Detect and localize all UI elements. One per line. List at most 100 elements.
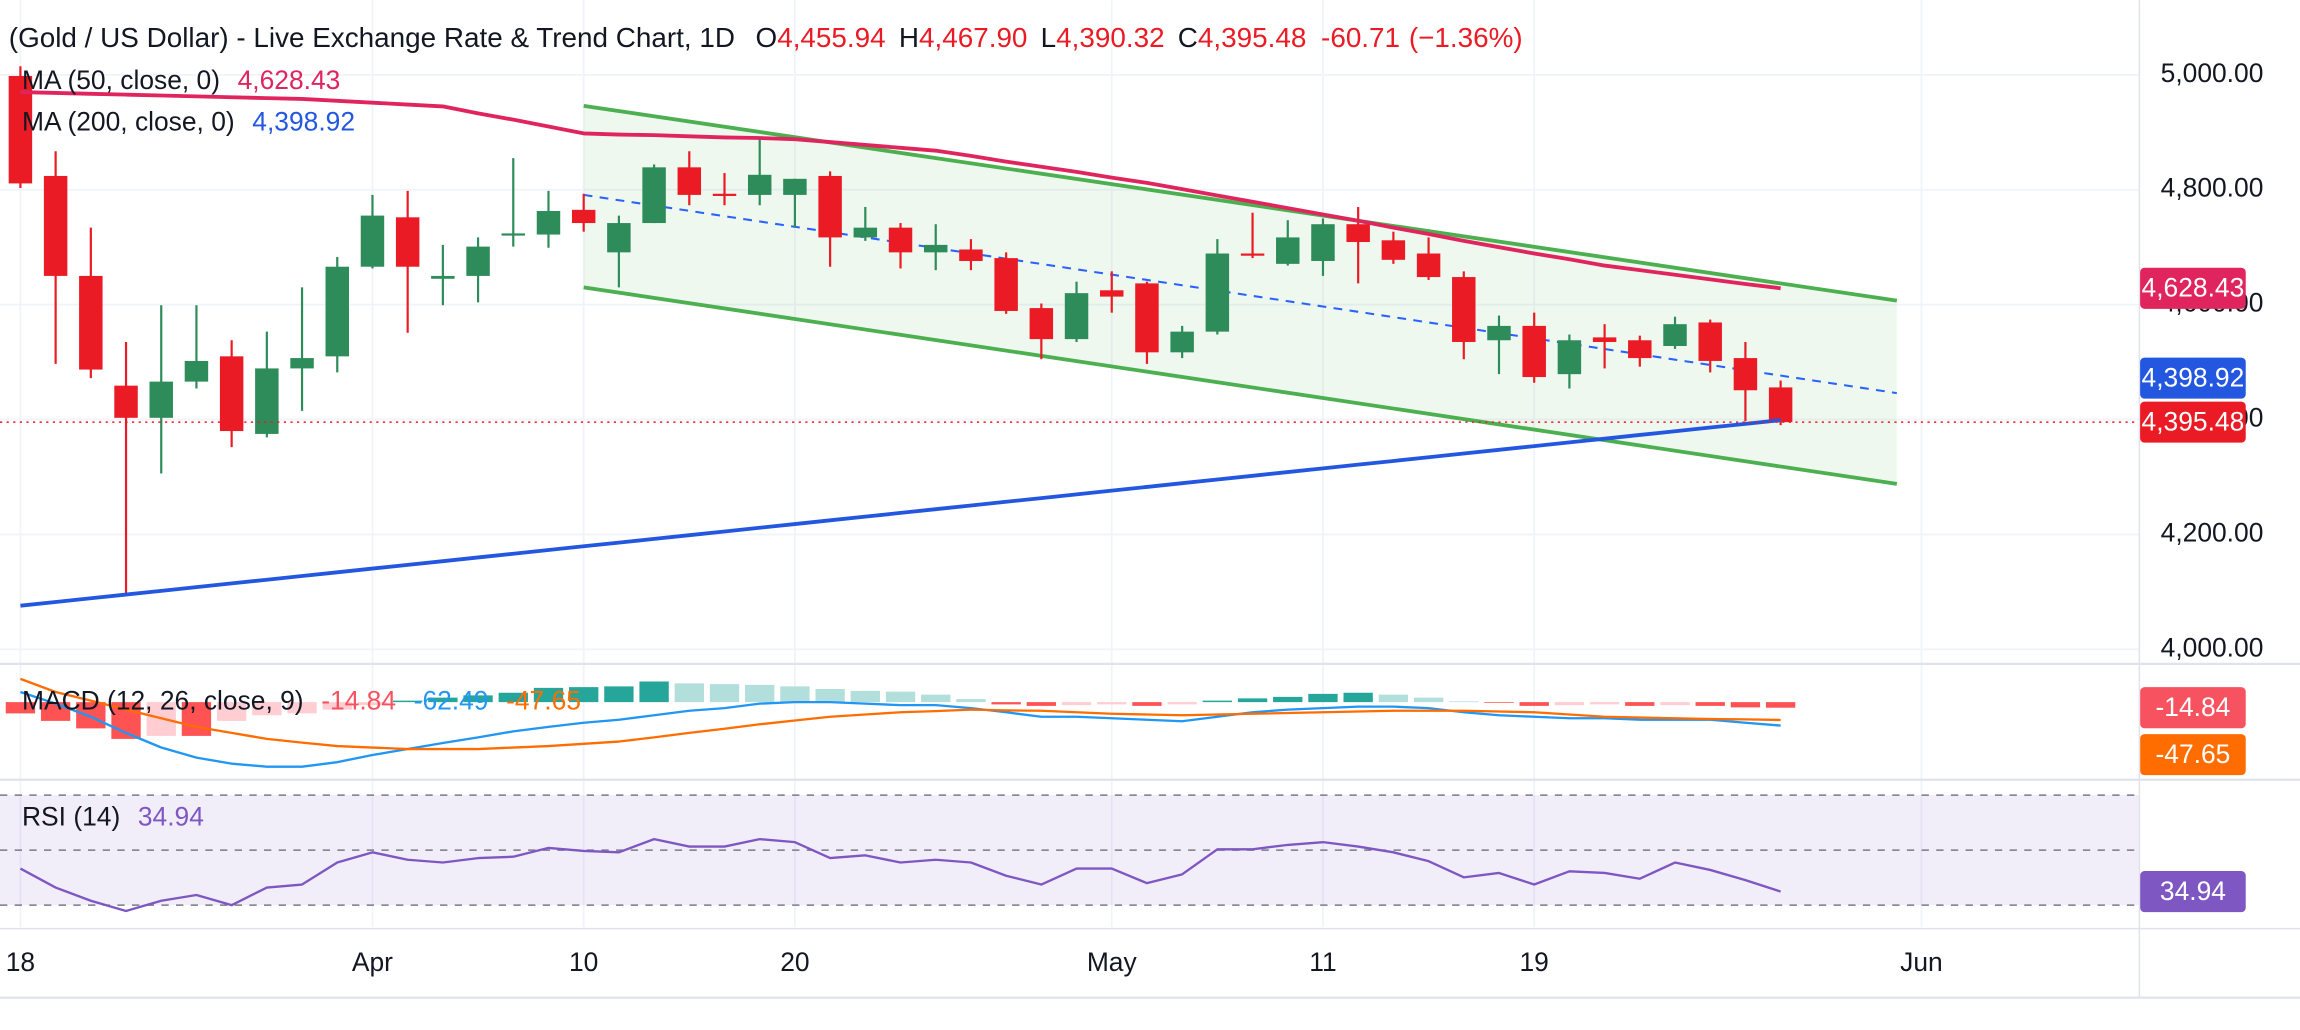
candle-body bbox=[8, 75, 33, 184]
candle-body bbox=[783, 178, 807, 195]
macd-histogram-bar bbox=[1589, 702, 1620, 705]
ohlc-value: 4,467.90 bbox=[919, 22, 1027, 53]
change-pct: (−1.36%) bbox=[1409, 22, 1523, 53]
macd-histogram-bar bbox=[533, 687, 564, 703]
candle-body bbox=[853, 227, 878, 238]
macd-histogram-bar bbox=[428, 697, 458, 703]
macd-histogram-bar bbox=[216, 702, 247, 721]
candle-body bbox=[1416, 253, 1441, 278]
macd-histogram-bar bbox=[1237, 698, 1268, 703]
macd-histogram-bar bbox=[1554, 702, 1585, 706]
candle-body bbox=[1628, 340, 1652, 359]
ohlc-key: H bbox=[899, 22, 919, 53]
candle-body bbox=[114, 385, 138, 418]
macd-box-text: -47.65 bbox=[2155, 739, 2230, 769]
moving-average bbox=[20, 90, 1781, 291]
price-pane bbox=[0, 66, 2139, 608]
candle-body bbox=[1452, 277, 1476, 342]
channel-middle bbox=[583, 193, 1897, 395]
macd-histogram-bar bbox=[463, 695, 493, 703]
macd-histogram-bar bbox=[991, 702, 1021, 705]
rsi-band bbox=[0, 795, 2139, 906]
candle-body bbox=[1522, 325, 1546, 378]
candle-body bbox=[1029, 308, 1054, 340]
chart-title: (Gold / US Dollar) - Live Exchange Rate … bbox=[9, 22, 735, 53]
ohlc-key: C bbox=[1178, 22, 1198, 53]
candle-body bbox=[642, 167, 666, 224]
macd-histogram-bar bbox=[674, 683, 704, 703]
macd-histogram-bar bbox=[5, 702, 36, 714]
macd-histogram-bar bbox=[569, 687, 599, 703]
macd-histogram-bar bbox=[252, 702, 282, 716]
labels: (Gold / US Dollar) - Live Exchange Rate … bbox=[9, 22, 1523, 831]
macd-histogram-bar bbox=[1519, 702, 1549, 706]
candle-body bbox=[818, 175, 842, 238]
x-tick-label: 18 bbox=[6, 947, 35, 977]
macd-histogram-bar bbox=[709, 684, 740, 703]
candle-body bbox=[677, 167, 702, 195]
candle-body bbox=[1663, 324, 1687, 347]
macd-histogram-bar bbox=[850, 690, 880, 703]
candle-body bbox=[255, 368, 279, 434]
candle-body bbox=[536, 210, 561, 235]
macd-histogram-bar bbox=[1026, 702, 1057, 706]
candle-body bbox=[1205, 253, 1230, 332]
macd-histogram-bar bbox=[1097, 702, 1127, 705]
macd-histogram-bar bbox=[1695, 702, 1725, 706]
macd-histogram-bar bbox=[357, 702, 388, 706]
moving-average bbox=[20, 418, 1781, 608]
change: -60.71 bbox=[1321, 22, 1400, 53]
macd-histogram-bar bbox=[1273, 696, 1303, 703]
candle-body bbox=[431, 275, 455, 279]
macd-histogram-bar bbox=[1413, 697, 1444, 703]
candle-body bbox=[1311, 224, 1335, 261]
candle-body bbox=[1346, 224, 1370, 243]
rsi-box bbox=[2140, 871, 2246, 913]
channel-lower bbox=[583, 285, 1898, 486]
macd-histogram-bar bbox=[181, 702, 212, 736]
candle-body bbox=[43, 175, 68, 276]
candle-body bbox=[1170, 331, 1194, 353]
rsi-pane: 34.94 bbox=[0, 794, 2246, 913]
x-tick-label: 10 bbox=[569, 947, 598, 977]
macd-histogram-bar bbox=[1625, 702, 1655, 706]
candle-body bbox=[1733, 358, 1758, 391]
candle-body bbox=[712, 193, 737, 196]
macd-histogram-bar bbox=[921, 694, 951, 703]
candle-body bbox=[219, 356, 244, 432]
macd-histogram-bar bbox=[498, 692, 528, 703]
candle-body bbox=[923, 244, 948, 253]
macd-histogram-bar bbox=[1484, 702, 1514, 703]
candle-body bbox=[1064, 293, 1089, 340]
macd-histogram-bar bbox=[956, 699, 986, 703]
rsi-line bbox=[19, 837, 1781, 913]
price-box bbox=[2140, 401, 2246, 443]
candle-body bbox=[888, 227, 913, 253]
macd-histogram-bar bbox=[1765, 702, 1796, 708]
x-tick-label: Jun bbox=[1900, 947, 1943, 977]
macd-histogram-bar bbox=[745, 684, 775, 703]
candle-body bbox=[79, 275, 103, 370]
y-tick-label: 4,000.00 bbox=[2161, 632, 2264, 662]
x-tick-label: 11 bbox=[1309, 947, 1336, 977]
price-box bbox=[2140, 357, 2246, 399]
macd-legend-name: MACD (12, 26, close, 9) bbox=[22, 686, 304, 716]
x-tick-label: 20 bbox=[780, 947, 809, 977]
candle-body bbox=[1381, 240, 1406, 260]
candle-body bbox=[994, 258, 1018, 311]
macd-histogram-bar bbox=[815, 689, 845, 703]
legend-value: 4,398.92 bbox=[252, 106, 355, 136]
candle-body bbox=[1592, 337, 1617, 342]
price-box-text: 4,628.43 bbox=[2142, 273, 2245, 303]
candle-body bbox=[1487, 325, 1511, 341]
price-box-text: 4,395.48 bbox=[2142, 407, 2245, 437]
candle-body bbox=[959, 249, 983, 261]
ohlc-value: 4,390.32 bbox=[1056, 22, 1164, 53]
macd-box bbox=[2140, 734, 2246, 776]
candle-body bbox=[290, 358, 314, 369]
candle-body bbox=[466, 246, 490, 276]
candle-body bbox=[501, 233, 526, 236]
ohlc-key: L bbox=[1041, 22, 1057, 53]
